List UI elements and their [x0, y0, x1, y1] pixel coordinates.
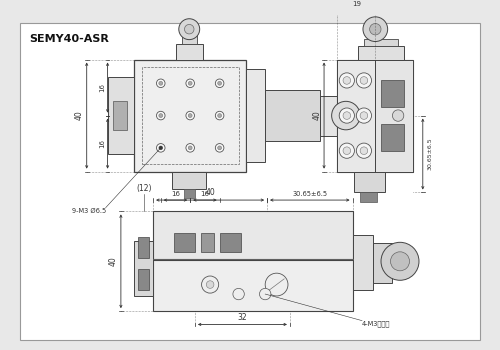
- Bar: [182, 35, 197, 44]
- Circle shape: [360, 147, 368, 154]
- Circle shape: [343, 147, 350, 154]
- Circle shape: [179, 19, 200, 40]
- Circle shape: [156, 144, 165, 152]
- Text: 30.65±6.5: 30.65±6.5: [292, 191, 328, 197]
- Bar: [200, 233, 214, 252]
- Circle shape: [218, 146, 222, 150]
- Text: 16: 16: [98, 139, 104, 148]
- Circle shape: [339, 108, 354, 123]
- Circle shape: [188, 114, 192, 118]
- Bar: [220, 233, 240, 252]
- Circle shape: [186, 144, 194, 152]
- Circle shape: [343, 112, 350, 119]
- Text: 40: 40: [109, 257, 118, 266]
- Text: 19: 19: [352, 1, 361, 7]
- Circle shape: [184, 25, 194, 34]
- Bar: [176, 44, 203, 60]
- Circle shape: [356, 143, 372, 158]
- Text: 9-M3 Ø6.5: 9-M3 Ø6.5: [72, 208, 106, 214]
- Circle shape: [370, 23, 381, 35]
- Circle shape: [265, 273, 288, 296]
- Circle shape: [216, 79, 224, 88]
- Circle shape: [188, 146, 192, 150]
- Text: 32: 32: [238, 313, 247, 322]
- Circle shape: [233, 288, 244, 300]
- Circle shape: [206, 281, 214, 288]
- Circle shape: [186, 79, 194, 88]
- Circle shape: [160, 146, 162, 149]
- Text: (12): (12): [136, 184, 152, 194]
- Circle shape: [339, 109, 352, 122]
- Bar: [138, 270, 149, 290]
- Circle shape: [218, 114, 222, 118]
- Bar: [172, 172, 206, 189]
- Text: 16: 16: [98, 83, 104, 92]
- Bar: [246, 69, 265, 162]
- Bar: [381, 124, 404, 151]
- Circle shape: [216, 111, 224, 120]
- Circle shape: [188, 81, 192, 85]
- Circle shape: [363, 17, 388, 42]
- Circle shape: [260, 288, 271, 300]
- Circle shape: [360, 112, 368, 119]
- Circle shape: [202, 276, 218, 293]
- Circle shape: [159, 81, 162, 85]
- Bar: [138, 237, 149, 258]
- Circle shape: [332, 102, 360, 130]
- Circle shape: [343, 77, 350, 84]
- Text: 4-M3沉头孔: 4-M3沉头孔: [362, 321, 390, 327]
- Text: 40: 40: [206, 188, 215, 197]
- Circle shape: [392, 110, 404, 121]
- Text: 40: 40: [75, 111, 84, 120]
- Circle shape: [360, 77, 368, 84]
- Bar: [352, 236, 374, 290]
- Circle shape: [339, 143, 354, 158]
- Bar: [338, 60, 413, 172]
- Bar: [364, 38, 398, 46]
- Bar: [174, 233, 195, 252]
- Bar: [153, 211, 352, 259]
- Circle shape: [156, 79, 165, 88]
- Circle shape: [381, 242, 419, 280]
- Bar: [134, 241, 153, 296]
- Bar: [338, 60, 376, 172]
- Text: 16: 16: [171, 191, 180, 197]
- Circle shape: [339, 73, 354, 88]
- Bar: [360, 193, 377, 202]
- Bar: [153, 260, 352, 311]
- Circle shape: [159, 146, 162, 150]
- Circle shape: [159, 114, 162, 118]
- Circle shape: [218, 81, 222, 85]
- Bar: [142, 67, 238, 164]
- Bar: [184, 189, 195, 198]
- Circle shape: [186, 111, 194, 120]
- Circle shape: [390, 252, 409, 271]
- Text: 40: 40: [312, 111, 321, 120]
- Text: 30.65±6.5: 30.65±6.5: [428, 138, 432, 170]
- Text: SEMY40-ASR: SEMY40-ASR: [30, 34, 110, 44]
- Circle shape: [356, 108, 372, 123]
- Circle shape: [156, 111, 165, 120]
- Bar: [381, 80, 404, 107]
- Bar: [320, 96, 341, 135]
- Bar: [358, 46, 404, 60]
- Circle shape: [356, 73, 372, 88]
- Text: 16: 16: [200, 191, 209, 197]
- Bar: [134, 60, 246, 172]
- Bar: [374, 243, 392, 283]
- Bar: [265, 90, 320, 141]
- Bar: [108, 77, 134, 154]
- Bar: [354, 172, 385, 193]
- Bar: [114, 102, 126, 130]
- Circle shape: [216, 144, 224, 152]
- Bar: [376, 60, 414, 172]
